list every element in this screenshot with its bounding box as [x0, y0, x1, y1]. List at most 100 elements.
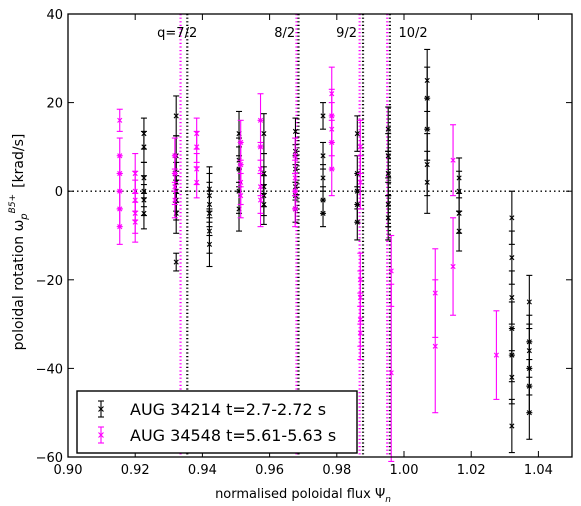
data-point: [237, 172, 244, 219]
x-marker: [526, 299, 532, 305]
x-marker: [385, 170, 391, 177]
x-marker: [292, 128, 299, 134]
data-series: [116, 48, 533, 462]
x-marker: [388, 268, 394, 274]
x-marker: [424, 179, 430, 185]
x-marker: [292, 153, 298, 159]
y-tick-label: 20: [46, 97, 63, 112]
data-point: [508, 350, 515, 405]
x-marker: [257, 197, 264, 203]
x-marker: [117, 224, 123, 230]
x-tick-label: 0.90: [54, 463, 83, 478]
x-marker: [329, 166, 335, 172]
x-marker: [141, 144, 147, 150]
data-point: [206, 166, 213, 212]
plot-area: [68, 14, 572, 457]
x-marker: [194, 144, 200, 150]
legend: AUG 34214 t=2.7-2.72 s AUG 34548 t=5.61-5…: [76, 390, 358, 454]
x-marker: [172, 197, 178, 203]
data-point: [388, 283, 395, 462]
x-marker: [493, 352, 499, 358]
y-tick-label: −20: [36, 274, 63, 289]
data-point: [320, 199, 327, 228]
x-marker: [261, 201, 267, 208]
x-tick-label: 1.04: [524, 463, 553, 478]
legend-label: AUG 34548 t=5.61-5.63 s: [130, 426, 336, 445]
q-label: q=7/2: [157, 26, 197, 41]
data-point: [193, 166, 200, 199]
legend-box: [76, 390, 358, 454]
x-marker: [261, 131, 267, 137]
x-tick-label: 0.92: [121, 463, 150, 478]
y-tick-label: 0: [55, 185, 63, 200]
x-marker: [357, 144, 363, 150]
x-tick-label: 0.96: [255, 463, 284, 478]
series-magenta: [116, 66, 500, 462]
data-point: [450, 217, 457, 316]
data-point: [132, 201, 139, 243]
x-marker: [388, 370, 394, 376]
x-tick-label: 1.02: [457, 463, 486, 478]
data-point: [357, 155, 364, 210]
x-marker: [509, 374, 515, 380]
x-marker: [173, 113, 179, 119]
axes-frame: [67, 13, 573, 458]
x-marker: [194, 179, 200, 185]
x-marker: [450, 263, 456, 270]
x-marker: [206, 241, 213, 247]
data-point: [140, 197, 147, 230]
x-marker: [424, 126, 430, 132]
x-marker: [509, 294, 515, 301]
data-point: [508, 398, 515, 454]
x-tick-label: 0.98: [322, 463, 351, 478]
data-point: [385, 195, 392, 241]
data-point: [450, 124, 457, 197]
y-tick-label: −60: [36, 451, 63, 466]
data-point: [357, 305, 364, 361]
y-tick-label: −40: [36, 362, 63, 377]
data-point: [424, 150, 431, 214]
x-marker: [509, 215, 515, 221]
x-marker: [456, 188, 462, 194]
x-tick-label: 0.94: [188, 463, 217, 478]
x-marker: [292, 206, 298, 212]
legend-marker: [98, 432, 104, 438]
data-point: [328, 141, 335, 197]
x-tick-label: 1.00: [390, 463, 419, 478]
y-tick-label: 40: [46, 8, 63, 23]
x-marker: [509, 255, 515, 261]
data-point: [260, 184, 267, 225]
legend-label: AUG 34214 t=2.7-2.72 s: [130, 400, 326, 419]
x-marker: [320, 210, 326, 216]
x-marker: [509, 423, 515, 429]
x-marker: [526, 410, 532, 416]
data-point: [173, 252, 180, 272]
data-point: [493, 310, 500, 400]
q-label: 8/2: [274, 26, 295, 41]
q-labels: q=7/2 8/2 9/2 10/2: [157, 26, 428, 41]
data-point: [432, 279, 439, 414]
data-point: [320, 102, 327, 130]
x-marker: [432, 343, 438, 349]
x-marker: [320, 113, 326, 119]
data-point: [206, 221, 213, 268]
x-marker: [354, 219, 360, 225]
x-marker: [141, 210, 147, 216]
y-axis-label: poloidal rotation ωpB5+[krad/s]: [8, 134, 30, 351]
q-label: 9/2: [336, 26, 357, 41]
data-point: [257, 172, 264, 228]
data-point: [116, 108, 123, 132]
x-marker: [132, 219, 138, 225]
data-point: [354, 203, 361, 241]
x-marker: [238, 193, 244, 199]
x-axis-label: normalised poloidal flux Ψn: [215, 487, 391, 505]
x-marker: [357, 179, 363, 185]
legend-entry: AUG 34214 t=2.7-2.72 s: [98, 400, 326, 419]
data-point: [171, 181, 178, 219]
x-marker: [456, 228, 462, 234]
x-marker: [385, 215, 391, 221]
q-label: 10/2: [398, 26, 427, 41]
axes: 0.90 0.92 0.94 0.96 0.98 1.00 1.02 1.04 −60 −40 −2…: [36, 8, 573, 478]
x-marker: [357, 330, 363, 336]
